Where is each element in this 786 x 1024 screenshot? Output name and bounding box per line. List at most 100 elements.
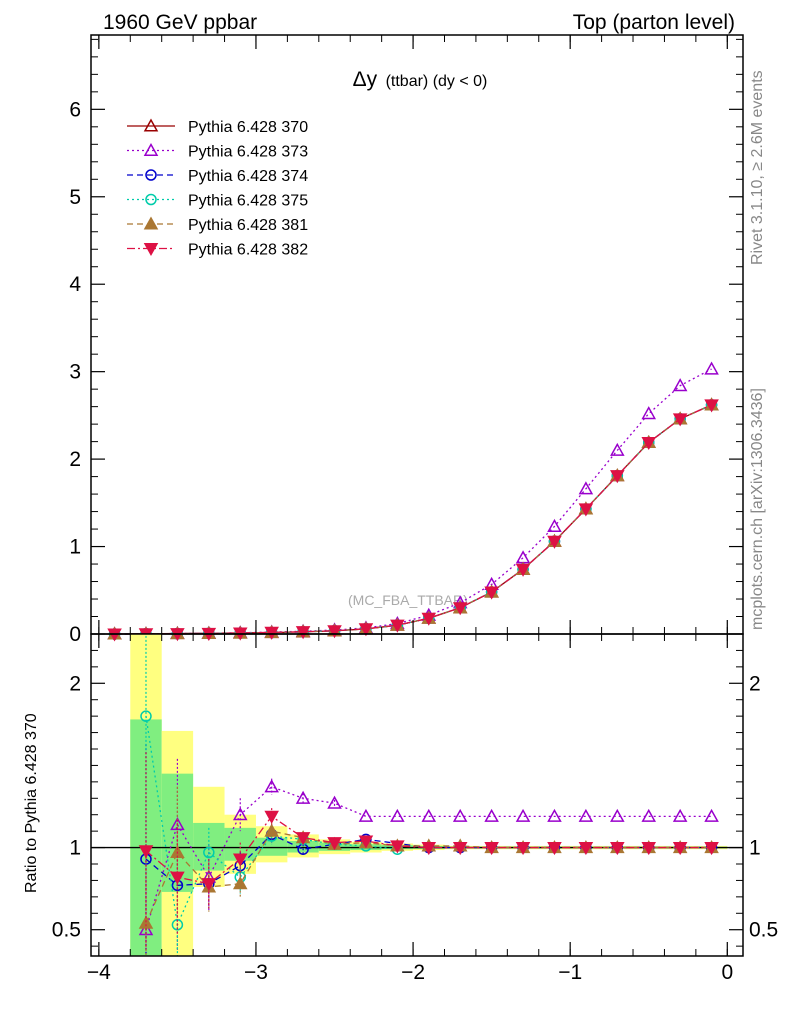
data-point <box>672 413 688 427</box>
data-point <box>610 470 625 484</box>
legend-label: Pythia 6.428 374 <box>188 168 308 185</box>
y-tick-label: 2 <box>69 448 81 471</box>
legend-entry: Pythia 6.428 374 <box>127 168 308 185</box>
ratio-point <box>232 853 248 867</box>
rivet-label: Rivet 3.1.10, ≥ 2.6M events <box>749 70 766 265</box>
legend-entry: Pythia 6.428 373 <box>127 142 308 161</box>
ratio-point <box>138 915 154 929</box>
ratio-point <box>515 842 531 856</box>
data-point <box>547 535 562 549</box>
ratio-point <box>140 710 152 722</box>
data-point <box>704 361 719 375</box>
ratio-panel: Ratio to Pythia 6.428 370 0.5 0.5 1 1 2 2 −4 −3… <box>23 633 778 984</box>
x-tick-label: −3 <box>244 961 268 984</box>
ratio-point <box>578 842 594 856</box>
ratio-point <box>452 808 468 822</box>
data-point <box>295 626 311 640</box>
ratio-point <box>327 837 342 851</box>
ratio-point <box>170 871 185 885</box>
ratio-point <box>610 808 625 822</box>
y-tick-label: 4 <box>69 273 81 296</box>
ratio-point <box>203 846 215 859</box>
data-point <box>704 399 719 413</box>
data-point <box>641 406 657 420</box>
x-tick-label: 0 <box>721 961 733 984</box>
ratio-point <box>138 845 154 859</box>
header-left: 1960 GeV ppbar <box>103 11 257 34</box>
ratio-point <box>327 795 342 809</box>
ratio-point <box>704 808 719 822</box>
series-line <box>114 368 712 635</box>
ratio-point <box>390 808 405 822</box>
ratio-point <box>232 807 248 821</box>
data-point <box>452 602 468 616</box>
data-point <box>390 619 405 633</box>
ratio-y-tick-label-right: 2 <box>749 672 761 695</box>
data-point <box>547 518 562 532</box>
ratio-point <box>547 842 562 856</box>
data-point <box>421 612 437 626</box>
ratio-point <box>421 842 437 856</box>
ratio-point <box>264 810 279 824</box>
legend-entry: Pythia 6.428 370 <box>127 118 308 136</box>
data-point <box>484 586 499 600</box>
data-point <box>578 503 594 517</box>
ratio-frame <box>90 633 744 957</box>
legend-label: Pythia 6.428 381 <box>188 217 308 234</box>
data-point <box>515 563 531 577</box>
ratio-point <box>358 808 374 822</box>
ratio-point <box>641 808 657 822</box>
ratio-point <box>641 842 657 856</box>
ratio-point <box>704 842 719 856</box>
legend-label: Pythia 6.428 373 <box>188 144 308 161</box>
y-tick-label: 5 <box>69 186 81 209</box>
x-tick-label: −4 <box>87 961 111 984</box>
green-band <box>287 841 319 853</box>
ratio-point <box>547 808 562 822</box>
legend-entry: Pythia 6.428 382 <box>127 242 308 259</box>
y-tick-label: 3 <box>69 361 81 384</box>
legend-marker <box>143 242 159 257</box>
ratio-point <box>578 808 594 822</box>
ratio-line <box>145 833 712 887</box>
ratio-point <box>672 808 688 822</box>
ratio-point <box>421 808 437 822</box>
legend-label: Pythia 6.428 375 <box>188 193 308 210</box>
ratio-point <box>201 878 217 892</box>
ratio-point <box>610 842 625 856</box>
ratio-point <box>484 842 499 856</box>
plot-title-sub: (ttbar) (dy < 0) <box>386 73 488 90</box>
data-point <box>578 481 594 495</box>
data-point <box>358 623 374 637</box>
y-tick-label: 6 <box>69 98 81 121</box>
header-right: Top (parton level) <box>573 11 735 34</box>
data-point <box>610 442 625 456</box>
ratio-ylabel: Ratio to Pythia 6.428 370 <box>23 713 40 893</box>
ratio-series-5 <box>138 752 719 950</box>
data-point <box>327 625 342 639</box>
plot-title: Δy (ttbar) (dy < 0) <box>353 68 488 91</box>
legend-marker <box>145 169 157 181</box>
ratio-point <box>264 779 279 793</box>
ratio-y-tick-label: 2 <box>69 672 81 695</box>
ratio-point <box>295 790 311 804</box>
ratio-point <box>264 823 279 837</box>
ratio-point <box>358 835 374 849</box>
plot-title-main: Δy <box>353 68 378 91</box>
ratio-point <box>452 842 468 856</box>
legend-marker <box>143 118 159 132</box>
y-tick-label: 1 <box>69 536 81 559</box>
ratio-y-tick-label: 1 <box>69 837 81 860</box>
legend-marker <box>143 142 159 157</box>
ratio-y-tick-label-right: 0.5 <box>749 919 778 942</box>
data-point <box>641 436 657 451</box>
legend-label: Pythia 6.428 382 <box>188 242 308 259</box>
legend-label: Pythia 6.428 370 <box>188 119 308 136</box>
x-tick-label: −1 <box>558 961 582 984</box>
ratio-y-tick-label-right: 1 <box>749 837 761 860</box>
data-point <box>264 626 279 640</box>
ratio-point <box>515 808 531 822</box>
ratio-point <box>232 876 248 890</box>
watermark: (MC_FBA_TTBAR) <box>348 592 468 608</box>
